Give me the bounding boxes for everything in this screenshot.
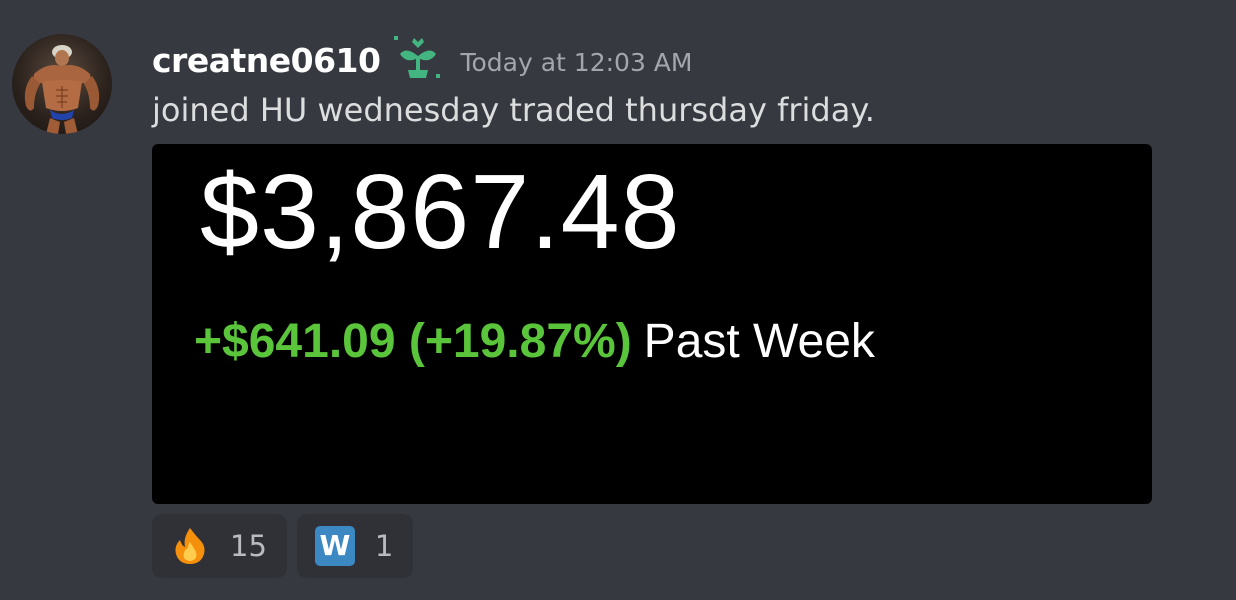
bodybuilder-avatar-icon bbox=[24, 45, 100, 134]
change-period: Past Week bbox=[643, 315, 875, 368]
reaction-fire[interactable]: 15 bbox=[152, 514, 287, 578]
message-header: creatne0610 Today at 12:03 AM bbox=[152, 32, 692, 88]
username[interactable]: creatne0610 bbox=[152, 40, 381, 80]
w-letter-icon: W bbox=[314, 526, 355, 566]
reactions-bar: 15 W 1 bbox=[152, 514, 414, 578]
sprout-badge-icon[interactable] bbox=[392, 34, 444, 82]
avatar[interactable] bbox=[12, 34, 112, 134]
fire-icon bbox=[170, 526, 210, 566]
reaction-count: 1 bbox=[374, 529, 394, 563]
portfolio-balance: $3,867.48 bbox=[200, 153, 681, 271]
reaction-count: 15 bbox=[230, 529, 267, 563]
image-attachment[interactable]: $3,867.48 +$641.09 (+19.87%) Past Week bbox=[152, 144, 1152, 504]
portfolio-change: +$641.09 (+19.87%) bbox=[194, 315, 632, 368]
change-line: +$641.09 (+19.87%) Past Week bbox=[194, 312, 875, 372]
message-text: joined HU wednesday traded thursday frid… bbox=[152, 91, 875, 129]
reaction-w[interactable]: W 1 bbox=[296, 514, 414, 578]
timestamp: Today at 12:03 AM bbox=[460, 47, 693, 77]
